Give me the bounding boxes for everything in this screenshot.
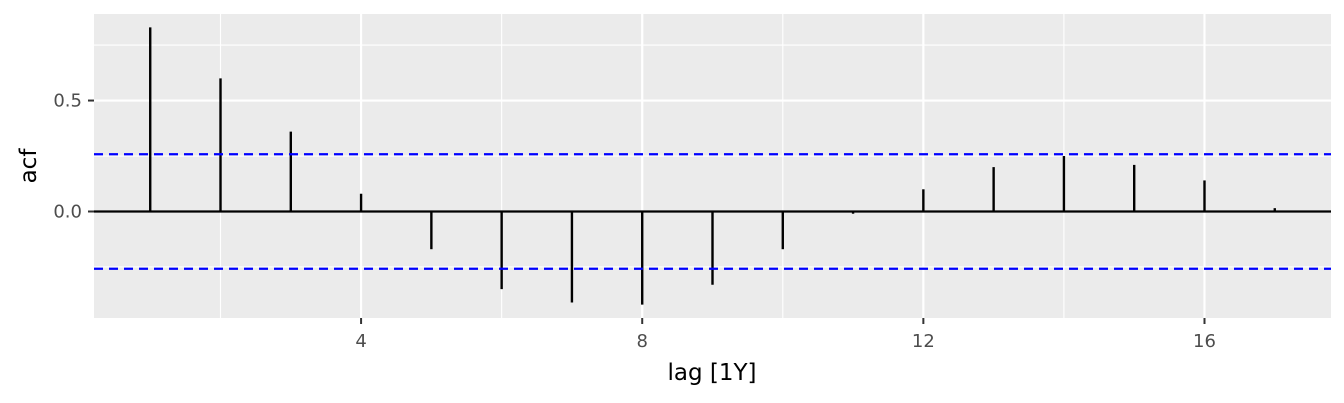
x-axis-title: lag [1Y]	[667, 360, 756, 386]
acf-bars	[149, 27, 1276, 305]
x-tick-label: 8	[636, 331, 647, 352]
y-axis-title: acf	[16, 148, 42, 184]
x-tick-label: 16	[1193, 331, 1216, 352]
x-axis: 4 8 12 16	[355, 318, 1216, 352]
y-tick-label: 0.0	[53, 201, 82, 222]
y-tick-label: 0.5	[53, 91, 82, 112]
x-tick-label: 12	[912, 331, 935, 352]
x-tick-label: 4	[355, 331, 366, 352]
confidence-bounds	[94, 153, 1331, 270]
y-axis: 0.0 0.5	[53, 91, 94, 222]
